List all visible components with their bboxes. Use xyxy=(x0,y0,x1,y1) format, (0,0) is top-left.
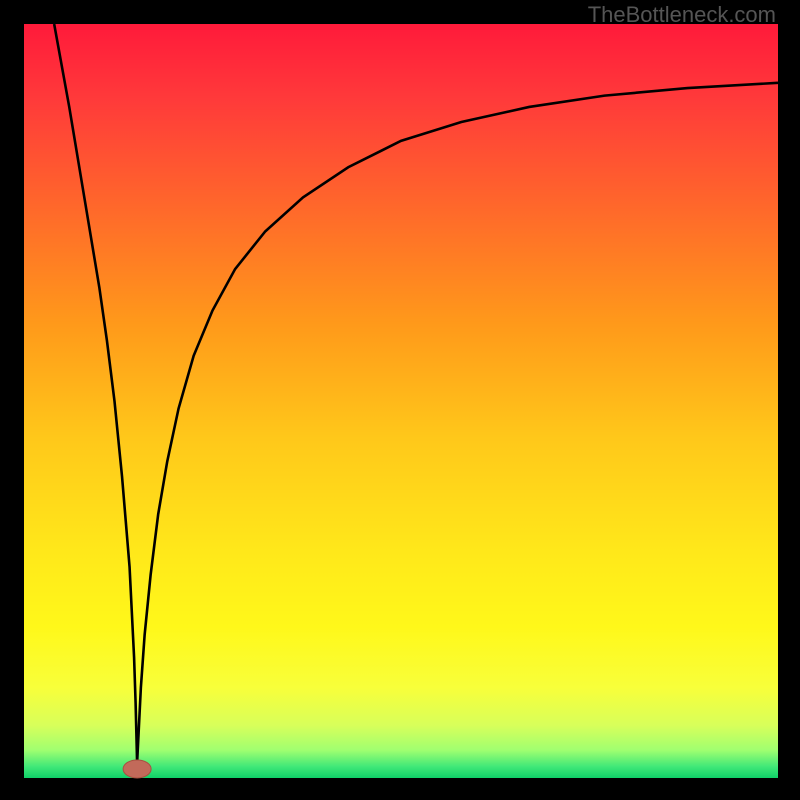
watermark-text: TheBottleneck.com xyxy=(588,2,776,28)
chart-container: TheBottleneck.com xyxy=(0,0,800,800)
bottleneck-chart xyxy=(0,0,800,800)
optimal-point-marker xyxy=(123,760,151,778)
chart-background xyxy=(24,24,778,778)
